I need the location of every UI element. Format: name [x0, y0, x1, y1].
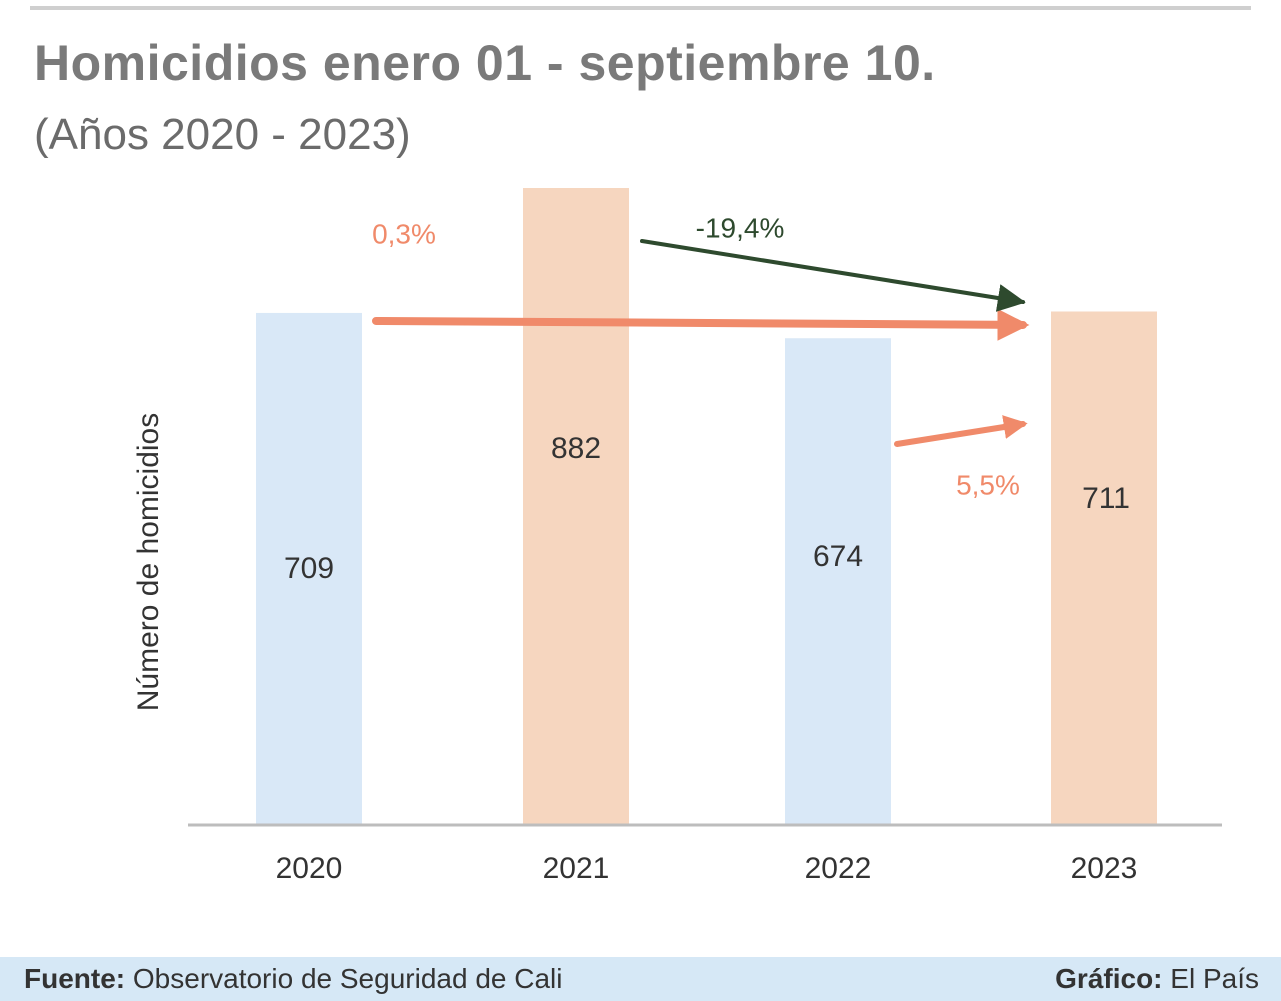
bar-2023: [1051, 311, 1157, 825]
annotation-minus-19-4-pct: -19,4%: [696, 212, 785, 243]
value-label-2020: 709: [284, 552, 334, 585]
source-text: Observatorio de Seguridad de Cali: [125, 963, 563, 994]
top-rule: [30, 6, 1251, 10]
source-label: Fuente:: [24, 963, 126, 994]
bar-2021: [523, 188, 629, 825]
annotation-5-5-pct: 5,5%: [956, 469, 1020, 500]
value-label-2023: 711: [1082, 482, 1130, 515]
credit-label: Gráfico:: [1055, 963, 1163, 994]
value-label-2022: 674: [813, 540, 863, 573]
chart-subtitle: (Años 2020 - 2023): [34, 110, 411, 159]
bar-2020: [256, 312, 362, 825]
footer: Fuente: Observatorio de Seguridad de Cal…: [0, 957, 1281, 1001]
credit-text: El País: [1162, 963, 1259, 994]
arrow-2020-to-2023: [372, 308, 1030, 341]
x-tick-2020: 2020: [276, 852, 343, 885]
y-axis-label: Número de homicidios: [132, 413, 165, 711]
chart-title: Homicidios enero 01 - septiembre 10.: [34, 35, 936, 91]
credit-note: Gráfico: El País: [1055, 957, 1259, 1001]
annotation-0-3-pct: 0,3%: [372, 218, 436, 249]
arrow-2021-to-2023: [640, 239, 1026, 312]
bar-chart: 709 882 674 711 2020 2021 2022 2023 Número de ho…: [132, 188, 1222, 885]
bar-2022: [785, 338, 891, 825]
arrow-2022-to-2023: [894, 415, 1028, 447]
source-note: Fuente: Observatorio de Seguridad de Cal…: [24, 957, 562, 1001]
x-tick-2022: 2022: [805, 852, 872, 885]
value-label-2021: 882: [551, 432, 601, 465]
x-tick-2023: 2023: [1071, 852, 1138, 885]
x-tick-2021: 2021: [543, 852, 610, 885]
